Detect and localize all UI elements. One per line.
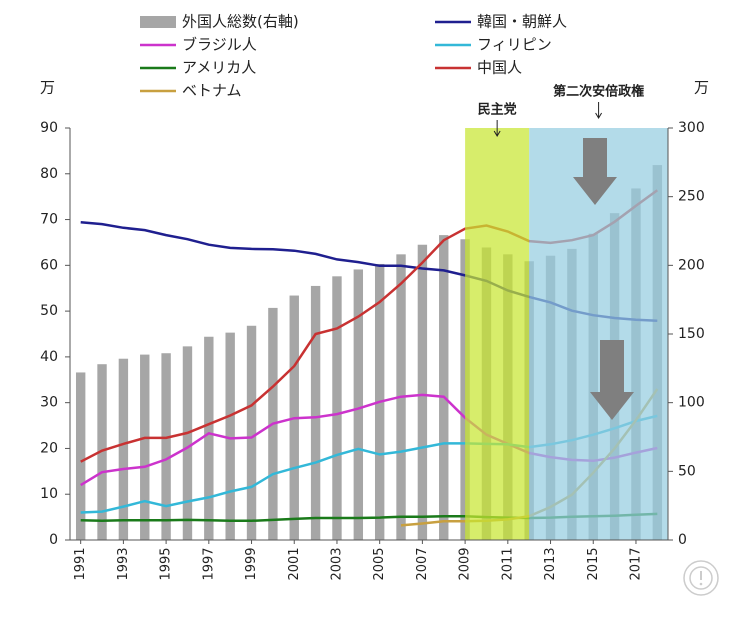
y-tick-label: 90 [40,120,58,136]
y-tick-label: 20 [40,440,58,456]
y-tick-label: 70 [40,212,58,228]
bar [225,332,235,540]
bar [75,372,86,540]
period-label: 民主党 [478,102,517,118]
x-tick-label: 2007 [415,547,430,580]
y2-tick-label: 100 [678,395,705,411]
y2-unit: 万 [694,79,709,97]
x-tick-label: 1993 [116,547,131,580]
x-tick-label: 2011 [500,547,515,580]
y2-tick-label: 250 [678,189,705,205]
y2-tick-label: 50 [678,463,696,479]
x-tick-label: 1991 [73,547,88,580]
legend-label: ベトナム [182,82,242,100]
trend-arrow [590,340,634,420]
legend-label: アメリカ人 [182,59,256,77]
legend-label: 外国人総数(右軸) [182,13,299,31]
x-tick-label: 2009 [458,547,473,580]
bar [161,353,171,540]
x-tick-label: 2001 [287,547,302,580]
bar [310,285,321,540]
bar [118,358,129,540]
legend-label: フィリピン [477,36,552,54]
x-tick-label: 2017 [628,547,643,580]
x-tick-label: 2005 [372,547,387,580]
legend-swatch [140,16,176,28]
y-tick-label: 40 [40,349,58,365]
info-icon-ring [689,566,713,590]
bar [246,325,257,540]
x-tick-label: 1999 [244,547,259,580]
bar [140,354,150,540]
legend-label: 中国人 [477,59,522,77]
legend-label: 韓国・朝鮮人 [477,13,567,31]
y-tick-label: 50 [40,303,58,319]
bar [353,269,364,540]
bar [417,244,428,540]
y-unit: 万 [40,79,55,97]
bar [97,364,107,540]
bar [204,336,214,540]
period-arrow [493,120,501,137]
x-tick-label: 1995 [159,547,174,580]
y2-tick-label: 0 [678,532,687,548]
period-shade [465,128,530,540]
y2-tick-label: 200 [678,257,705,273]
y2-tick-label: 150 [678,326,705,342]
y-tick-label: 60 [40,257,58,273]
y2-tick-label: 300 [678,120,705,136]
y-tick-label: 80 [40,166,58,182]
bar [332,276,342,540]
trend-arrow [573,138,617,205]
y-tick-label: 10 [40,486,58,502]
x-tick-label: 2003 [329,547,344,580]
bar [439,235,449,540]
y-tick-label: 0 [49,532,58,548]
y-tick-label: 30 [40,395,58,411]
x-tick-label: 1997 [201,547,216,580]
legend-label: ブラジル人 [182,36,257,54]
x-tick-label: 2013 [543,547,558,580]
info-icon-dot [699,582,703,586]
period-label: 第二次安倍政権 [553,84,644,100]
bar [182,346,193,540]
period-arrow [595,102,603,119]
x-tick-label: 2015 [586,547,601,580]
